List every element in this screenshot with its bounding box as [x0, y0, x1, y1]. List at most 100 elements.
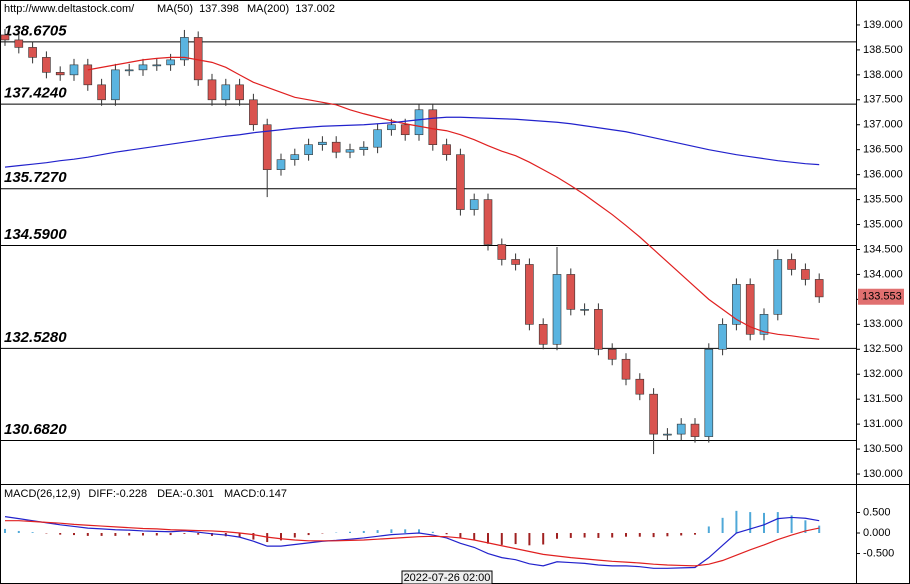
- candle-body: [0, 34, 10, 41]
- line-series: [5, 520, 820, 567]
- level-label: 137.4240: [4, 85, 67, 102]
- candle-body: [249, 99, 258, 126]
- candle-body: [745, 284, 755, 335]
- candle-body: [331, 141, 341, 153]
- level-label: 130.6820: [4, 421, 67, 438]
- candle-body: [580, 309, 589, 311]
- candle-body: [787, 259, 796, 270]
- legend-value: 137.002: [295, 3, 335, 15]
- y-tick-label: 0.500: [863, 506, 891, 518]
- legend-value: 137.398: [199, 3, 239, 15]
- candle-body: [511, 259, 520, 265]
- crosshair-label: 2022-07-26 02:00: [404, 572, 491, 584]
- y-tick-label: 132.000: [863, 368, 903, 380]
- level-label: 135.7270: [4, 169, 67, 186]
- candle-body: [69, 64, 79, 76]
- candle-body: [718, 324, 727, 350]
- legend-name: MA(50): [157, 3, 193, 15]
- candle-body: [387, 124, 396, 131]
- candle-body: [759, 314, 769, 335]
- candle-body: [304, 144, 313, 155]
- candle-body: [704, 348, 714, 437]
- candle-body: [14, 39, 24, 48]
- y-tick-label: 130.000: [863, 468, 903, 480]
- candle-body: [111, 69, 120, 101]
- candle-body: [138, 64, 148, 71]
- candle-body: [400, 124, 410, 136]
- candle-body: [97, 84, 106, 101]
- candle-body: [318, 141, 327, 146]
- candle-body: [607, 348, 617, 360]
- candle-body: [456, 154, 465, 210]
- candle-body: [180, 37, 189, 61]
- price-tag-label: 133.553: [862, 291, 902, 303]
- legend-name: MA(200): [247, 3, 289, 15]
- candle-body: [152, 64, 162, 67]
- crosshair-box: [401, 570, 493, 584]
- candle-body: [442, 144, 451, 155]
- candle-body: [221, 84, 231, 101]
- y-tick-label: 134.500: [863, 243, 903, 255]
- candle-body: [801, 269, 810, 280]
- y-tick-label: 131.500: [863, 393, 903, 405]
- legend-entry: MACD:0.147: [224, 488, 287, 500]
- candle-body: [649, 393, 658, 435]
- level-label: 134.5900: [4, 226, 67, 243]
- candle-body: [814, 279, 824, 298]
- y-tick-label: 135.500: [863, 193, 903, 205]
- url: http://www.deltastock.com/: [4, 3, 135, 15]
- y-tick-label: 131.000: [863, 418, 903, 430]
- candle-body: [469, 199, 479, 210]
- candle-body: [28, 47, 37, 58]
- candle-body: [235, 84, 244, 101]
- candle-body: [83, 64, 93, 86]
- candle-body: [552, 274, 562, 345]
- y-tick-label: 132.500: [863, 343, 903, 355]
- y-tick-label: -0.500: [863, 547, 894, 559]
- candle-body: [373, 129, 382, 148]
- candle-body: [359, 146, 369, 150]
- line-series: [4, 516, 820, 569]
- candle-body: [55, 72, 65, 76]
- candle-body: [773, 259, 783, 315]
- line-series: [4, 116, 820, 168]
- legend-entry: DIFF:-0.228: [88, 488, 147, 500]
- candle-body: [207, 79, 217, 101]
- level-label: 138.6705: [4, 22, 67, 39]
- candle-body: [414, 109, 424, 136]
- candle-body: [290, 154, 300, 160]
- candle-body: [663, 433, 672, 436]
- y-tick-label: 135.000: [863, 218, 903, 230]
- y-tick-label: 137.500: [863, 94, 903, 106]
- candle-body: [635, 378, 645, 395]
- candle-body: [676, 423, 686, 435]
- candle-body: [594, 309, 603, 350]
- candle-body: [732, 284, 741, 325]
- y-tick-label: 139.000: [863, 19, 903, 31]
- y-tick-label: 130.500: [863, 443, 903, 455]
- y-tick-label: 136.500: [863, 144, 903, 156]
- y-tick-label: 136.000: [863, 169, 903, 181]
- candle-body: [621, 358, 631, 380]
- candle-body: [193, 37, 203, 81]
- candle-body: [497, 244, 507, 260]
- line-series: [87, 56, 820, 340]
- legend-entry: DEA:-0.301: [157, 488, 214, 500]
- candle-body: [262, 124, 272, 170]
- y-tick-label: 0.000: [863, 527, 891, 539]
- y-tick-label: 138.500: [863, 44, 903, 56]
- y-tick-label: 133.000: [863, 318, 903, 330]
- candle-body: [483, 199, 493, 245]
- candle-body: [166, 59, 175, 66]
- level-label: 132.5280: [4, 329, 67, 346]
- candle-body: [566, 274, 576, 310]
- candle-body: [276, 159, 286, 170]
- candle-body: [124, 69, 134, 72]
- candle-body: [428, 109, 438, 146]
- y-tick-label: 138.000: [863, 69, 903, 81]
- y-tick-label: 134.000: [863, 268, 903, 280]
- price-tag: [858, 288, 904, 305]
- candle-body: [42, 57, 51, 73]
